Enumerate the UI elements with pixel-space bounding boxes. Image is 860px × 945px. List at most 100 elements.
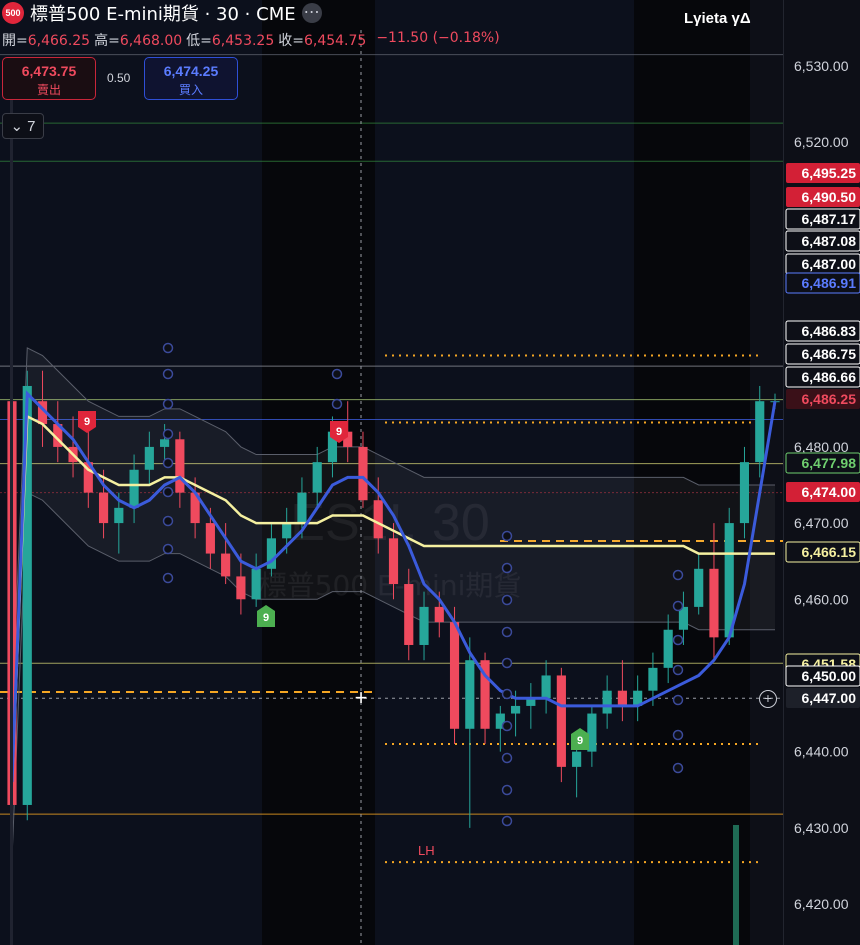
price-label-text: 6,447.00 <box>802 690 857 706</box>
candle-body <box>22 385 32 805</box>
price-label-box <box>785 665 860 687</box>
flag-label: 9 <box>263 612 269 624</box>
candle <box>541 660 551 714</box>
candle-body <box>236 576 246 600</box>
candle-body <box>526 698 536 706</box>
price-label-box <box>786 389 860 409</box>
low-value: 6,453.25 <box>211 33 275 49</box>
candle-body <box>755 401 765 463</box>
candle-body <box>266 538 276 569</box>
crosshair-cursor: + <box>355 685 368 710</box>
candle-body <box>144 446 154 470</box>
candle-body <box>419 606 429 645</box>
candle-body <box>495 713 505 729</box>
price-label-text: 6,486.91 <box>802 275 857 291</box>
price-label-text: 6,490.50 <box>802 189 857 205</box>
top-right-label: Lγieta γΔ <box>684 10 751 27</box>
candle-body <box>312 462 322 493</box>
sell-button[interactable]: 6,473.75 賣出 <box>2 57 96 100</box>
candle-body <box>648 667 658 691</box>
candle <box>190 477 200 539</box>
candle-body <box>617 690 627 706</box>
low-label: 低= <box>186 33 212 49</box>
price-label-box <box>785 320 860 342</box>
chart-header: 500 標普500 E-mini期貨 · 30 · CME ⋯ <box>0 0 322 26</box>
symbol-title[interactable]: 標普500 E-mini期貨 · 30 · CME <box>30 4 296 25</box>
y-tick-label: 6,430.00 <box>794 820 849 836</box>
candle <box>266 523 276 577</box>
pivot-marker <box>331 398 343 410</box>
candle-body <box>114 507 124 524</box>
price-axis-divider <box>783 0 784 945</box>
candle <box>419 591 429 661</box>
candle-body <box>404 584 414 645</box>
price-label: 6,486.75 <box>785 343 860 365</box>
price-label-text: 6,486.25 <box>802 391 857 407</box>
flag-shape <box>78 411 96 433</box>
indicators-toggle[interactable]: ⌄ 7 <box>2 113 44 139</box>
candle-body <box>434 606 444 623</box>
volume-bar <box>733 825 739 945</box>
price-label-text: 6,450.00 <box>802 668 857 684</box>
candle <box>526 683 536 729</box>
sell-label: 賣出 <box>36 83 61 97</box>
candle <box>480 652 490 745</box>
candle-body <box>602 690 612 714</box>
candle-body <box>724 523 734 638</box>
candle <box>236 553 246 615</box>
candle <box>251 553 261 607</box>
flag-shape <box>571 728 589 750</box>
price-label: 6,447.00 <box>786 688 860 708</box>
more-options-icon[interactable]: ⋯ <box>301 3 322 23</box>
price-label-box <box>786 688 860 708</box>
candle-body <box>221 553 231 577</box>
left-scroll-edge <box>10 80 13 945</box>
candle <box>388 523 399 600</box>
candle-body <box>327 431 338 463</box>
price-label-box <box>785 366 860 388</box>
candle <box>175 431 185 508</box>
pivot-marker <box>162 428 174 440</box>
candle-body <box>358 446 368 501</box>
candle <box>709 523 719 661</box>
session-band <box>634 0 750 945</box>
candle-body <box>388 538 399 585</box>
pivot-marker <box>501 657 513 669</box>
candle-body <box>556 675 566 767</box>
flag-label: 9 <box>577 735 583 747</box>
y-tick-label: 6,520.00 <box>794 134 849 150</box>
candle-body <box>190 492 200 524</box>
price-label: 6,477.98 <box>785 452 860 474</box>
price-label-box <box>786 482 860 502</box>
pivot-marker <box>672 664 684 676</box>
close-label: 收= <box>278 33 304 49</box>
flag-label: 9 <box>336 426 342 438</box>
candle-body <box>282 523 292 539</box>
open-value: 6,466.25 <box>27 33 91 49</box>
add-alert-icon[interactable]: + <box>759 690 777 708</box>
candle-body <box>465 660 475 729</box>
price-label-text: 6,477.98 <box>802 455 857 471</box>
y-tick-label: 6,480.00 <box>794 439 849 455</box>
buy-button[interactable]: 6,474.25 買入 <box>144 57 238 100</box>
price-label-box <box>786 163 860 183</box>
pivot-marker <box>162 515 174 527</box>
candle-body <box>587 713 597 752</box>
pivot-marker <box>672 762 684 774</box>
signal-flag: 9 <box>571 728 589 750</box>
symbol-icon[interactable]: 500 <box>2 2 24 24</box>
candle-body <box>343 431 353 447</box>
candle-body <box>633 690 643 706</box>
volatility-band <box>12 347 775 859</box>
candle <box>633 675 643 722</box>
pivot-marker <box>501 784 513 796</box>
price-label-text: 6,486.83 <box>802 323 857 339</box>
y-tick-label: 6,530.00 <box>794 58 849 74</box>
candle-body <box>175 439 185 493</box>
price-label-box <box>785 230 860 252</box>
price-label: 6,487.08 <box>785 230 860 252</box>
candle <box>617 660 627 722</box>
candle <box>221 523 231 585</box>
price-label: 6,486.83 <box>785 320 860 342</box>
